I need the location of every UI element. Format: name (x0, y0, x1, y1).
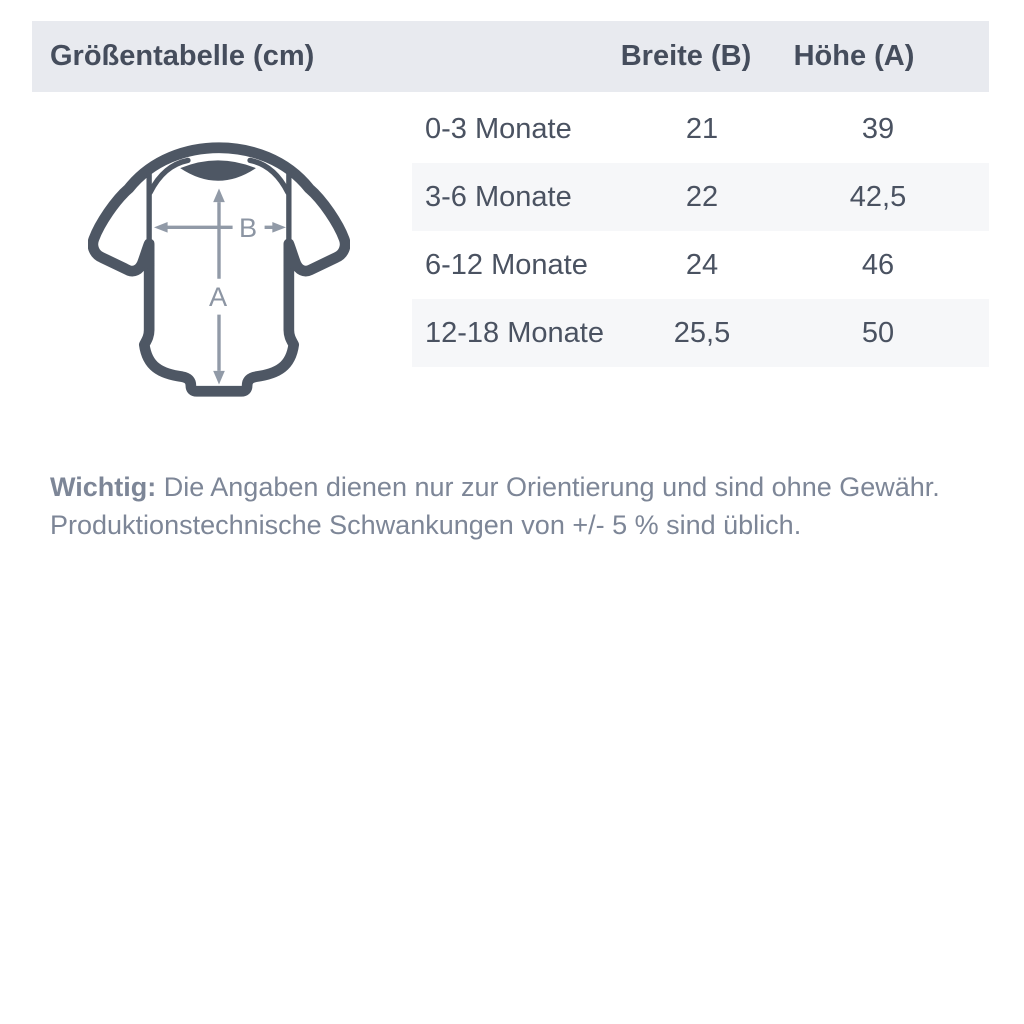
right-underarm (287, 235, 302, 270)
table-row: 6-12 Monate 24 46 (412, 231, 989, 299)
left-underarm (136, 235, 151, 270)
hoehe-value: 50 (861, 316, 895, 349)
size-chart-header: Größentabelle (cm) Breite (B) Höhe (A) (32, 21, 989, 92)
baby-bodysuit-diagram-icon: B A (88, 142, 350, 397)
column-header-hoehe: Höhe (A) (793, 40, 915, 72)
table-row: 0-3 Monate 21 39 (412, 95, 989, 163)
disclaimer-bold: Wichtig: (50, 472, 157, 502)
size-label: 12-18 Monate (425, 316, 604, 349)
table-row: 12-18 Monate 25,5 50 (412, 299, 989, 367)
left-shoulder-seam (147, 157, 191, 196)
disclaimer-line2: Produktionstechnische Schwankungen von +… (50, 510, 802, 540)
size-label: 3-6 Monate (425, 180, 572, 213)
width-label: B (239, 212, 257, 243)
height-arrow-icon (213, 188, 225, 385)
breite-value: 22 (685, 180, 719, 213)
column-header-breite: Breite (B) (620, 40, 752, 72)
hoehe-value: 42,5 (849, 180, 907, 213)
table-row: 3-6 Monate 22 42,5 (412, 163, 989, 231)
hoehe-value: 39 (861, 112, 895, 145)
hoehe-value: 46 (861, 248, 895, 281)
height-label: A (209, 281, 228, 312)
size-table: 0-3 Monate 21 39 3-6 Monate 22 42,5 6-12… (412, 95, 989, 367)
breite-value: 24 (685, 248, 719, 281)
collar (180, 160, 256, 181)
disclaimer-note: Wichtig: Die Angaben dienen nur zur Orie… (50, 468, 980, 544)
page-title: Größentabelle (cm) (50, 40, 315, 72)
breite-value: 21 (685, 112, 719, 145)
breite-value: 25,5 (673, 316, 731, 349)
size-label: 6-12 Monate (425, 248, 588, 281)
right-shoulder-seam (247, 157, 291, 196)
width-arrow-icon (154, 221, 286, 233)
disclaimer-line1: Die Angaben dienen nur zur Orientierung … (163, 472, 940, 502)
size-label: 0-3 Monate (425, 112, 572, 145)
